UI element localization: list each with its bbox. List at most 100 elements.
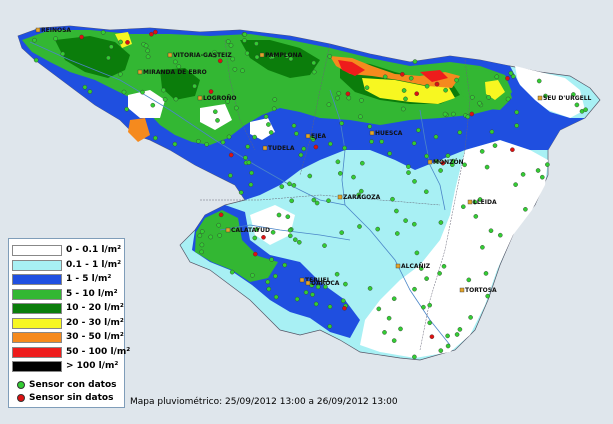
zone-10-20-b xyxy=(240,40,320,78)
sensor-with-data xyxy=(335,95,340,101)
legend-swatch xyxy=(12,274,62,285)
sensor-with-data xyxy=(270,54,275,60)
sensor-with-data xyxy=(367,286,373,291)
legend-row: 30 - 50 l/m² xyxy=(12,331,124,344)
sensor-with-data xyxy=(272,97,278,102)
sensor-with-data xyxy=(172,141,178,147)
sensor-with-data xyxy=(87,89,93,94)
sensor-with-data xyxy=(406,164,411,169)
city-marker xyxy=(299,277,305,283)
sensor-no-data xyxy=(217,58,223,64)
sensor-with-data xyxy=(287,233,293,239)
sensor-with-data xyxy=(327,304,333,310)
sensor-with-data xyxy=(307,173,313,179)
sensor-with-data xyxy=(232,67,238,72)
sensor-with-data xyxy=(462,162,467,168)
sensor-with-data xyxy=(60,51,66,57)
sensor-with-data xyxy=(296,239,302,245)
sensor-with-data xyxy=(118,39,123,45)
sensor-with-data xyxy=(143,43,149,49)
sensor-with-data xyxy=(314,200,320,206)
sensor-with-data xyxy=(225,99,230,104)
sensor-with-data xyxy=(433,134,439,140)
sensor-with-data xyxy=(523,206,528,212)
sensor-with-data xyxy=(216,222,221,228)
sensor-with-data xyxy=(412,59,418,64)
city-label: LLEIDA xyxy=(473,199,497,206)
zone-50-100-b xyxy=(420,70,448,82)
sensor-with-data xyxy=(229,269,235,275)
city-marker xyxy=(305,133,311,139)
sensor-with-data xyxy=(240,68,245,73)
sensor-with-data xyxy=(382,330,387,335)
sensor-with-data xyxy=(367,124,373,129)
sensor-with-data xyxy=(311,197,317,203)
sensor-with-data xyxy=(468,315,473,320)
sensor-with-data xyxy=(109,44,114,50)
sensor-with-data xyxy=(486,95,492,100)
zone-dry-patch-a xyxy=(128,90,165,118)
legend-sensor-without-data: Sensor sin datos xyxy=(17,392,127,404)
sensor-with-data xyxy=(124,106,129,112)
sensor-with-data xyxy=(285,214,291,219)
sensor-with-data xyxy=(438,220,444,225)
city-marker xyxy=(225,227,231,233)
sensor-with-data xyxy=(391,296,397,302)
green-dot-icon xyxy=(17,381,25,389)
sensor-with-data xyxy=(176,64,182,69)
zone-20-30-b xyxy=(485,80,505,100)
city-marker xyxy=(197,95,203,101)
sensor-with-data xyxy=(161,87,166,93)
legend-swatch xyxy=(12,303,62,314)
sensor-with-data xyxy=(282,262,288,268)
sensor-with-data xyxy=(323,284,328,290)
sensor-no-data xyxy=(345,91,351,97)
city-label: SEU D'URGELL xyxy=(543,95,592,102)
sensor-with-data xyxy=(153,135,158,141)
sensor-with-data xyxy=(212,50,217,55)
sensor-with-data xyxy=(358,114,363,119)
sensor-with-data xyxy=(313,301,319,307)
sensor-with-data xyxy=(339,230,345,235)
sensor-with-data xyxy=(226,134,232,140)
sensor-with-data xyxy=(454,77,459,83)
sensor-with-data xyxy=(536,78,542,84)
sensor-with-data xyxy=(230,56,235,62)
sensor-with-data xyxy=(301,146,307,152)
city-label: REINOSA xyxy=(41,27,71,34)
legend-label: 30 - 50 l/m² xyxy=(66,332,124,342)
sensor-with-data xyxy=(199,229,205,234)
sensor-with-data xyxy=(540,174,545,180)
legend-swatch xyxy=(12,346,62,358)
city-marker xyxy=(337,194,343,200)
city-label: MONZÓN xyxy=(433,159,464,166)
sensor-with-data xyxy=(460,204,466,209)
sensor-with-data xyxy=(273,294,279,300)
legend-label: 0.1 - 1 l/m² xyxy=(66,259,122,270)
sensor-with-data xyxy=(311,60,317,66)
sensor-no-data xyxy=(79,34,84,40)
legend-swatch xyxy=(12,361,62,372)
sensor-with-data xyxy=(574,102,580,108)
sensor-with-data xyxy=(242,32,248,37)
sensor-with-data xyxy=(291,123,297,128)
sensor-with-data xyxy=(423,189,429,194)
sensor-with-data xyxy=(376,306,382,312)
sensor-with-data xyxy=(445,333,450,339)
sensor-with-data xyxy=(238,190,244,195)
sensor-with-data xyxy=(266,286,272,292)
zone-10-20-d xyxy=(160,68,200,100)
sensor-with-data xyxy=(484,164,490,170)
sensor-with-data xyxy=(494,74,500,80)
city-label: ALCAÑIZ xyxy=(401,263,431,270)
sensor-with-data xyxy=(269,257,274,262)
sensor-with-data xyxy=(121,89,127,95)
sensor-with-data xyxy=(32,37,37,43)
sensor-with-data xyxy=(401,88,407,93)
sensor-no-data xyxy=(505,76,510,81)
sensor-with-data xyxy=(421,304,426,310)
sensor-with-data xyxy=(394,231,400,236)
sensor-with-data xyxy=(288,56,294,62)
sensor-with-data xyxy=(412,286,417,292)
sensor-with-data xyxy=(254,227,260,232)
